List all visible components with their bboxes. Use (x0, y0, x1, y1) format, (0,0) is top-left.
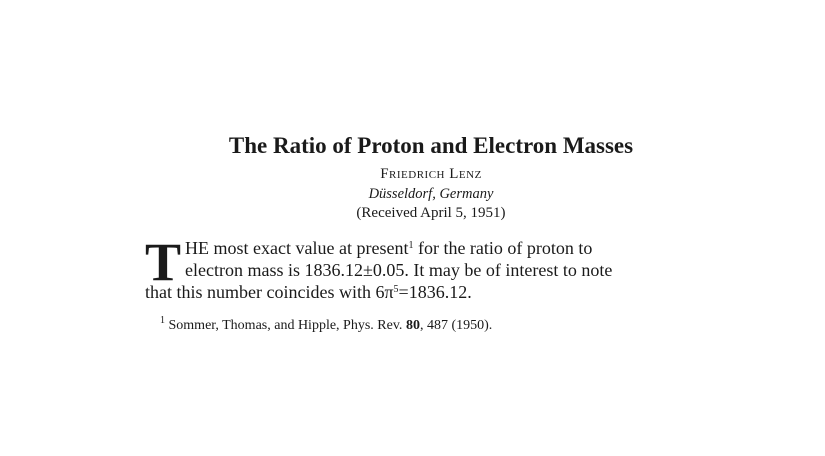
drop-cap: T (145, 232, 182, 292)
body-text: that this number coincides with 6π (145, 282, 394, 302)
footnote-text: , 487 (1950). (419, 318, 493, 333)
body-text: for the ratio of proton to (413, 238, 593, 258)
body-line-1: HE most exact value at present1 for the … (145, 238, 725, 260)
footnote-text: Sommer, Thomas, and Hipple, Phys. Rev. (165, 318, 406, 333)
footnote-marker: 1 (160, 315, 165, 326)
footnote: 1 Sommer, Thomas, and Hipple, Phys. Rev.… (160, 315, 493, 334)
body-line-2: electron mass is 1836.12±0.05. It may be… (185, 259, 613, 280)
footnote-reference: 1 (408, 240, 414, 251)
footnote-volume: 80 (405, 318, 420, 333)
received-date: (Received April 5, 1951) (356, 205, 506, 221)
exponent: 5 (393, 284, 399, 295)
author-name: Friedrich Lenz (380, 166, 482, 182)
body-text: HE most exact value at present (185, 238, 409, 258)
article-title: The Ratio of Proton and Electron Masses (228, 133, 634, 158)
body-line-3: that this number coincides with 6π5=1836… (145, 282, 725, 304)
author-affiliation: Düsseldorf, Germany (368, 186, 494, 202)
body-text: =1836.12. (398, 282, 472, 302)
article-body: T HE most exact value at present1 for th… (145, 232, 725, 304)
